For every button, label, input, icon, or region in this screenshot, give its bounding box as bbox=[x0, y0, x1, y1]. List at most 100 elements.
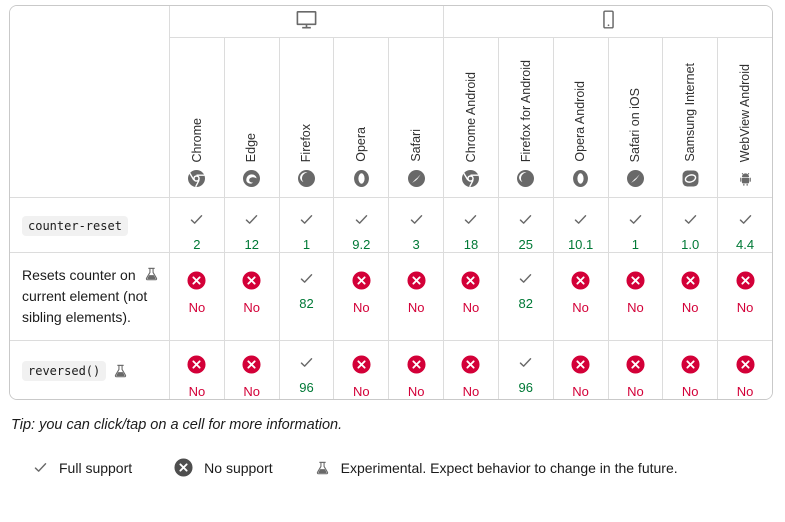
feature-name: counter-reset bbox=[22, 215, 128, 236]
version-label: 96 bbox=[299, 380, 314, 395]
support-cell-firefox-for-android-row0[interactable]: 25 bbox=[497, 197, 554, 253]
version-label: 3 bbox=[412, 237, 420, 252]
support-cell-samsung-internet-row0[interactable]: 1.0 bbox=[662, 197, 719, 253]
tip-text: Tip: you can click/tap on a cell for mor… bbox=[11, 417, 343, 433]
support-cell-webview-android-row2[interactable]: No bbox=[717, 340, 772, 399]
safari-icon bbox=[407, 170, 425, 187]
cross-icon bbox=[571, 355, 590, 374]
support-cell-chrome-android-row0[interactable]: 18 bbox=[443, 197, 499, 253]
experimental-flask-icon bbox=[113, 363, 128, 379]
check-icon bbox=[628, 212, 643, 227]
check-icon bbox=[354, 212, 369, 227]
samsung-icon bbox=[682, 170, 699, 187]
version-label: 82 bbox=[518, 296, 534, 311]
legend: Full support No support Experimental. Ex… bbox=[33, 458, 773, 477]
cross-icon bbox=[407, 271, 426, 290]
check-icon bbox=[244, 212, 259, 227]
cross-icon bbox=[407, 355, 426, 374]
column-header-firefox: Firefox bbox=[278, 37, 335, 198]
legend-experimental-label: Experimental. Expect behavior to change … bbox=[340, 459, 678, 476]
feature-cell-0: counter-reset bbox=[10, 197, 170, 253]
webview-icon bbox=[737, 170, 754, 187]
feature-row: reversed() No No 96 No No No 96 No No No No bbox=[10, 340, 772, 399]
cross-icon bbox=[352, 355, 371, 374]
version-label: No bbox=[188, 300, 206, 315]
support-cell-samsung-internet-row1[interactable]: No bbox=[662, 252, 719, 341]
cross-icon bbox=[681, 355, 700, 374]
browser-name-label: Firefox bbox=[299, 123, 314, 162]
support-cell-chrome-android-row2[interactable]: No bbox=[443, 340, 499, 399]
support-cell-firefox-row0[interactable]: 1 bbox=[278, 197, 335, 253]
chrome-icon bbox=[188, 170, 206, 187]
column-header-safari-on-ios: Safari on iOS bbox=[607, 37, 664, 198]
support-cell-safari-on-ios-row0[interactable]: 1 bbox=[607, 197, 664, 253]
version-label: No bbox=[627, 384, 644, 399]
version-label: No bbox=[407, 300, 425, 315]
version-label: 10.1 bbox=[567, 237, 594, 252]
browser-compat-table-wrap: Chrome Edge Firefox Opera Safari Chrome Andro… bbox=[9, 5, 773, 400]
cross-icon bbox=[461, 271, 480, 290]
support-cell-chrome-row0[interactable]: 2 bbox=[169, 197, 225, 253]
cross-icon bbox=[242, 271, 261, 290]
check-icon bbox=[33, 460, 48, 475]
edge-icon bbox=[243, 170, 261, 187]
support-cell-opera-android-row2[interactable]: No bbox=[552, 340, 609, 399]
support-cell-samsung-internet-row2[interactable]: No bbox=[662, 340, 719, 399]
firefox-icon bbox=[298, 170, 316, 187]
browser-name-label: Safari bbox=[408, 129, 423, 162]
version-label: 2 bbox=[193, 237, 201, 252]
support-cell-edge-row2[interactable]: No bbox=[223, 340, 280, 399]
support-cell-firefox-row1[interactable]: 82 bbox=[278, 252, 335, 341]
legend-full-support-label: Full support bbox=[59, 459, 133, 476]
version-label: 25 bbox=[518, 237, 534, 252]
version-label: No bbox=[627, 300, 644, 315]
version-label: No bbox=[243, 300, 261, 315]
support-cell-webview-android-row0[interactable]: 4.4 bbox=[717, 197, 772, 253]
support-cell-opera-row0[interactable]: 9.2 bbox=[333, 197, 390, 253]
support-cell-opera-android-row1[interactable]: No bbox=[552, 252, 609, 341]
column-header-edge: Edge bbox=[223, 37, 280, 198]
version-label: 4.4 bbox=[736, 237, 755, 252]
support-cell-edge-row1[interactable]: No bbox=[223, 252, 280, 341]
mobile-icon bbox=[598, 8, 619, 31]
support-cell-safari-row0[interactable]: 3 bbox=[388, 197, 445, 253]
version-label: 12 bbox=[244, 237, 259, 252]
support-cell-firefox-row2[interactable]: 96 bbox=[278, 340, 335, 399]
version-label: 18 bbox=[463, 237, 479, 252]
support-cell-chrome-android-row1[interactable]: No bbox=[443, 252, 499, 341]
support-cell-opera-row2[interactable]: No bbox=[333, 340, 390, 399]
support-cell-edge-row0[interactable]: 12 bbox=[223, 197, 280, 253]
cross-icon bbox=[681, 271, 700, 290]
check-icon bbox=[518, 212, 533, 227]
version-label: 9.2 bbox=[352, 237, 371, 252]
column-header-chrome: Chrome bbox=[169, 37, 225, 198]
version-label: No bbox=[353, 384, 370, 399]
cross-icon bbox=[736, 355, 755, 374]
support-cell-safari-row1[interactable]: No bbox=[388, 252, 445, 341]
browser-name-label: Samsung Internet bbox=[682, 63, 697, 162]
support-cell-webview-android-row1[interactable]: No bbox=[717, 252, 772, 341]
support-cell-firefox-for-android-row2[interactable]: 96 bbox=[497, 340, 554, 399]
cross-icon bbox=[242, 355, 261, 374]
support-cell-chrome-row2[interactable]: No bbox=[169, 340, 225, 399]
safari-icon bbox=[626, 170, 644, 187]
feature-name: Resets counter on current element (not s… bbox=[22, 267, 148, 325]
support-cell-safari-on-ios-row2[interactable]: No bbox=[607, 340, 664, 399]
cross-icon bbox=[461, 355, 480, 374]
support-cell-chrome-row1[interactable]: No bbox=[169, 252, 225, 341]
support-cell-safari-row2[interactable]: No bbox=[388, 340, 445, 399]
check-icon bbox=[738, 212, 753, 227]
version-label: 1 bbox=[631, 237, 640, 252]
check-icon bbox=[518, 355, 533, 370]
version-label: 1.0 bbox=[681, 237, 700, 252]
cross-icon bbox=[626, 355, 645, 374]
support-cell-opera-android-row0[interactable]: 10.1 bbox=[552, 197, 609, 253]
check-icon bbox=[299, 271, 314, 286]
check-icon bbox=[299, 355, 314, 370]
column-header-samsung-internet: Samsung Internet bbox=[662, 37, 719, 198]
support-cell-firefox-for-android-row1[interactable]: 82 bbox=[497, 252, 554, 341]
support-cell-safari-on-ios-row1[interactable]: No bbox=[607, 252, 664, 341]
feature-name: reversed() bbox=[22, 360, 107, 381]
support-cell-opera-row1[interactable]: No bbox=[333, 252, 390, 341]
legend-no-support-label: No support bbox=[204, 459, 273, 476]
